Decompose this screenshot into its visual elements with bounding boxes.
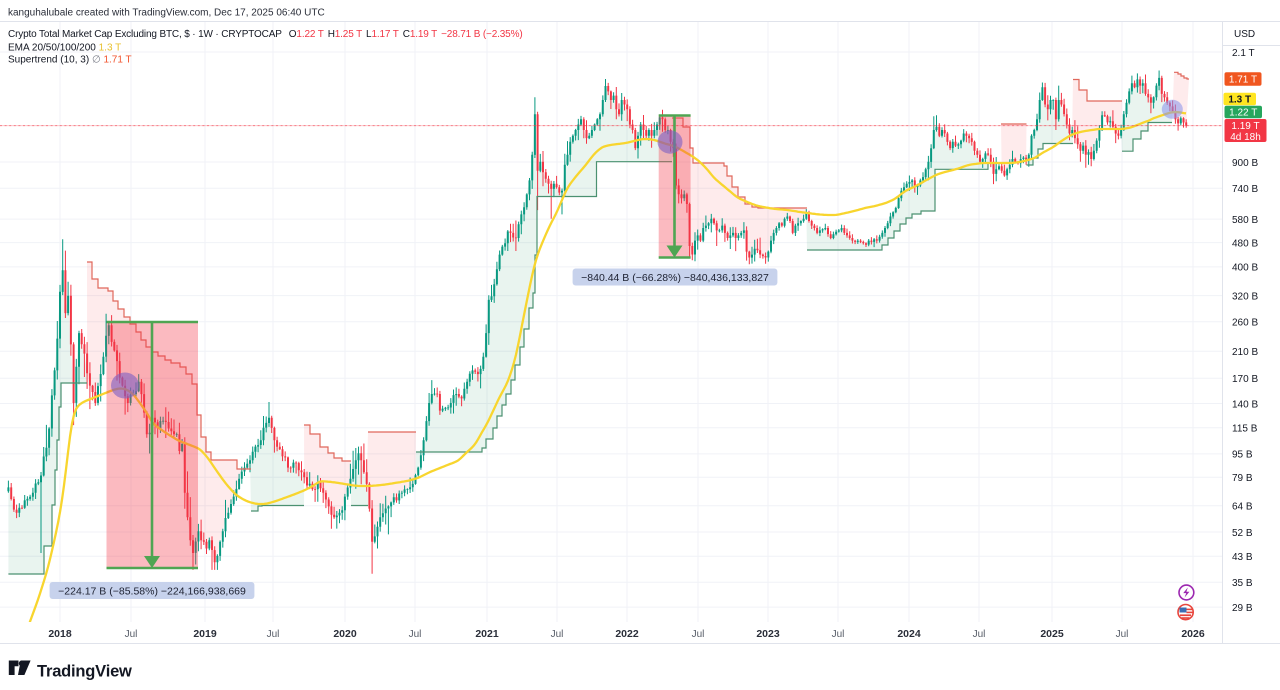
svg-text:79 B: 79 B — [1232, 473, 1253, 484]
svg-text:Jul: Jul — [267, 629, 280, 640]
svg-text:Jul: Jul — [692, 629, 705, 640]
svg-text:2025: 2025 — [1040, 628, 1064, 640]
svg-text:115 B: 115 B — [1232, 424, 1258, 435]
svg-text:2.1 T: 2.1 T — [1232, 48, 1255, 59]
svg-text:Jul: Jul — [409, 629, 422, 640]
svg-text:Jul: Jul — [832, 629, 845, 640]
svg-text:Jul: Jul — [973, 629, 986, 640]
svg-text:1.71 T: 1.71 T — [1229, 75, 1257, 86]
svg-text:900 B: 900 B — [1232, 158, 1258, 169]
svg-text:320 B: 320 B — [1232, 291, 1258, 302]
svg-text:2020: 2020 — [333, 628, 357, 640]
svg-text:95 B: 95 B — [1232, 450, 1253, 461]
svg-text:−224.17 B (−85.58%) −224,166,9: −224.17 B (−85.58%) −224,166,938,669 — [58, 585, 246, 597]
svg-text:2024: 2024 — [897, 628, 921, 640]
svg-text:480 B: 480 B — [1232, 238, 1258, 249]
svg-text:2023: 2023 — [756, 628, 780, 640]
svg-text:140 B: 140 B — [1232, 399, 1258, 410]
svg-text:Crypto Total Market Cap Exclud: Crypto Total Market Cap Excluding BTC, $… — [8, 29, 523, 40]
svg-text:kanguhalubale created with Tra: kanguhalubale created with TradingView.c… — [8, 8, 325, 19]
svg-text:Jul: Jul — [1116, 629, 1129, 640]
svg-text:580 B: 580 B — [1232, 215, 1258, 226]
svg-text:2022: 2022 — [615, 628, 639, 640]
svg-text:170 B: 170 B — [1232, 374, 1258, 385]
svg-text:EMA 20/50/100/200 1.3 T: EMA 20/50/100/200 1.3 T — [8, 43, 121, 54]
svg-text:210 B: 210 B — [1232, 347, 1258, 358]
svg-text:260 B: 260 B — [1232, 318, 1258, 329]
svg-text:400 B: 400 B — [1232, 263, 1258, 274]
svg-text:1.19 T: 1.19 T — [1231, 121, 1259, 132]
svg-text:Jul: Jul — [125, 629, 138, 640]
svg-text:29 B: 29 B — [1232, 603, 1253, 614]
svg-text:2026: 2026 — [1181, 628, 1205, 640]
svg-text:−840.44 B (−66.28%) −840,436,1: −840.44 B (−66.28%) −840,436,133,827 — [581, 272, 769, 284]
svg-text:1.3 T: 1.3 T — [1228, 95, 1251, 106]
svg-text:TradingView: TradingView — [37, 663, 132, 681]
svg-text:Jul: Jul — [551, 629, 564, 640]
svg-text:1.22 T: 1.22 T — [1229, 108, 1257, 119]
svg-text:740 B: 740 B — [1232, 184, 1258, 195]
svg-text:2021: 2021 — [475, 628, 499, 640]
svg-text:2019: 2019 — [193, 628, 217, 640]
svg-text:35 B: 35 B — [1232, 578, 1253, 589]
svg-text:4d 18h: 4d 18h — [1230, 132, 1261, 143]
svg-text:52 B: 52 B — [1232, 528, 1253, 539]
svg-text:2018: 2018 — [48, 628, 72, 640]
svg-text:USD: USD — [1234, 29, 1255, 40]
svg-text:Supertrend (10, 3) ∅ 1.71 T: Supertrend (10, 3) ∅ 1.71 T — [8, 55, 132, 66]
svg-text:64 B: 64 B — [1232, 502, 1253, 513]
svg-text:43 B: 43 B — [1232, 552, 1253, 563]
